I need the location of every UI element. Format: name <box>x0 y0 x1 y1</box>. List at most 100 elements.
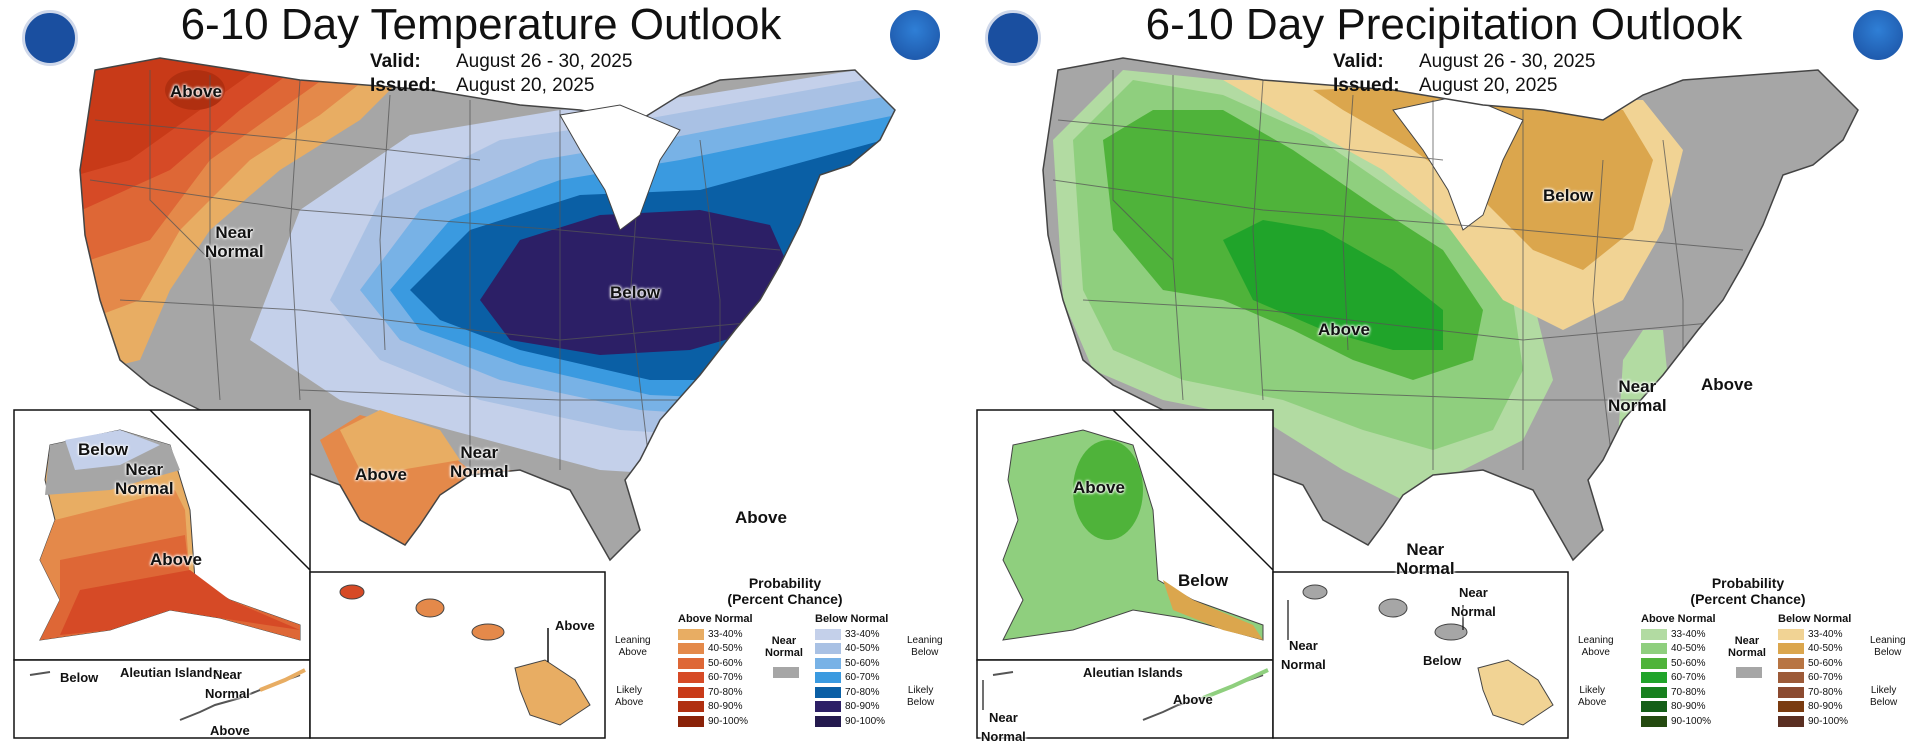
temperature-legend: Probability (Percent Chance) Leaning Abo… <box>615 575 955 740</box>
legend-above-column: Above Normal 33-40% 40-50% 50-60% 60-70% 70-… <box>1641 613 1716 729</box>
legend-side-label: Leaning Above <box>1578 635 1614 658</box>
aleutian-label: Above <box>1173 692 1213 707</box>
legend-range-label: 70-80% <box>708 686 743 698</box>
legend-row: 70-80% <box>678 685 753 700</box>
doc-seal-icon <box>22 10 78 66</box>
legend-title: Probability (Percent Chance) <box>727 575 843 607</box>
legend-title: Probability (Percent Chance) <box>1690 575 1806 607</box>
alaska-label: Below <box>1178 571 1229 590</box>
legend-range-label: 50-60% <box>1808 657 1843 669</box>
legend-range-label: 80-90% <box>708 701 743 713</box>
legend-range-label: 40-50% <box>1671 643 1706 655</box>
issued-value: August 20, 2025 <box>1419 75 1558 96</box>
hawaii-label: Near Normal <box>1451 585 1496 619</box>
legend-swatch <box>815 643 841 655</box>
legend-range-label: 60-70% <box>1671 672 1706 684</box>
valid-value: August 26 - 30, 2025 <box>1419 51 1596 72</box>
map-label: Below <box>1543 186 1594 205</box>
legend-row: 33-40% <box>815 627 888 642</box>
legend-range-label: 40-50% <box>845 643 880 655</box>
legend-swatch <box>1641 686 1667 698</box>
legend-swatch <box>815 686 841 698</box>
legend-range-label: 33-40% <box>1671 628 1706 640</box>
legend-swatch <box>1641 643 1667 655</box>
legend-row: 90-100% <box>1778 714 1851 729</box>
legend-row: 80-90% <box>1641 700 1716 715</box>
legend-range-label: 50-60% <box>708 657 743 669</box>
legend-swatch <box>815 657 841 669</box>
aleutian-label: Above <box>210 723 250 738</box>
legend-row: 60-70% <box>815 671 888 686</box>
legend-swatch <box>678 715 704 727</box>
map-label: Below <box>610 283 661 302</box>
legend-below-header: Below Normal <box>815 613 889 625</box>
map-label: Above <box>1701 375 1753 394</box>
legend-range-label: 60-70% <box>708 672 743 684</box>
legend-row: 60-70% <box>678 671 753 686</box>
legend-range-label: 80-90% <box>1671 701 1706 713</box>
valid-label: Valid: <box>1333 51 1384 72</box>
legend-range-label: 90-100% <box>845 715 886 727</box>
legend-swatch <box>815 628 841 640</box>
legend-above-column: Above Normal 33-40% 40-50% 50-60% 60-70% 70-… <box>678 613 753 729</box>
legend-near-label: Near Normal <box>1728 635 1766 659</box>
legend-side-label: Leaning Below <box>1870 635 1906 658</box>
legend-range-label: 33-40% <box>708 628 743 640</box>
legend-swatch <box>678 657 704 669</box>
aleutian-label: Near Normal <box>205 667 250 701</box>
legend-side-label: Leaning Below <box>907 635 943 658</box>
hawaii-label: Above <box>555 618 595 633</box>
legend-row: 40-50% <box>1641 642 1716 657</box>
legend-row: 50-60% <box>1641 656 1716 671</box>
legend-swatch <box>1641 701 1667 713</box>
hawaii-label: Near Normal <box>1281 638 1326 672</box>
issued-label: Issued: <box>370 75 437 96</box>
map-label: Near Normal <box>1396 540 1455 578</box>
legend-swatch <box>678 628 704 640</box>
precipitation-legend: Probability (Percent Chance) Leaning Abo… <box>1578 575 1918 740</box>
map-label: Near Normal <box>1608 377 1667 415</box>
legend-near-swatch <box>1736 667 1762 678</box>
legend-swatch <box>1641 628 1667 640</box>
aleutian-title: Aleutian Islands <box>120 665 220 680</box>
legend-swatch <box>678 672 704 684</box>
legend-range-label: 33-40% <box>845 628 880 640</box>
legend-range-label: 50-60% <box>845 657 880 669</box>
precipitation-panel: 6-10 Day Precipitation Outlook Valid: Aug… <box>963 0 1925 744</box>
noaa-logo-icon <box>890 10 940 60</box>
noaa-logo-icon <box>1853 10 1903 60</box>
legend-row: 40-50% <box>678 642 753 657</box>
legend-row: 90-100% <box>678 714 753 729</box>
legend-near-label: Near Normal <box>765 635 803 659</box>
legend-swatch <box>678 701 704 713</box>
alaska-label: Near Normal <box>115 460 174 498</box>
legend-above-header: Above Normal <box>1641 613 1716 625</box>
hawaii-label: Below <box>1423 653 1462 668</box>
legend-row: 80-90% <box>678 700 753 715</box>
date-info: Valid: August 26 - 30, 2025 Issued: August… <box>370 50 632 98</box>
legend-swatch <box>678 643 704 655</box>
legend-row: 70-80% <box>1641 685 1716 700</box>
legend-above-header: Above Normal <box>678 613 753 625</box>
legend-side-label: Likely Below <box>1870 685 1898 708</box>
map-label: Above <box>1318 320 1370 339</box>
legend-side-label: Likely Above <box>1578 685 1607 708</box>
legend-swatch <box>1778 701 1804 713</box>
legend-range-label: 80-90% <box>1808 701 1843 713</box>
legend-row: 50-60% <box>815 656 888 671</box>
legend-side-label: Likely Above <box>615 685 644 708</box>
legend-row: 60-70% <box>1778 671 1851 686</box>
legend-row: 40-50% <box>1778 642 1851 657</box>
legend-below-column: Below Normal 33-40% 40-50% 50-60% 60-70% 70-… <box>1778 613 1851 729</box>
legend-row: 80-90% <box>815 700 888 715</box>
map-label: Above <box>170 82 222 101</box>
legend-row: 33-40% <box>1778 627 1851 642</box>
temperature-panel: 6-10 Day Temperature Outlook Valid: Augus… <box>0 0 962 744</box>
legend-range-label: 33-40% <box>1808 628 1843 640</box>
legend-range-label: 70-80% <box>1808 686 1843 698</box>
legend-swatch <box>1778 672 1804 684</box>
legend-row: 40-50% <box>815 642 888 657</box>
legend-range-label: 90-100% <box>1808 715 1849 727</box>
legend-row: 90-100% <box>815 714 888 729</box>
page-title: 6-10 Day Precipitation Outlook <box>1145 0 1743 49</box>
